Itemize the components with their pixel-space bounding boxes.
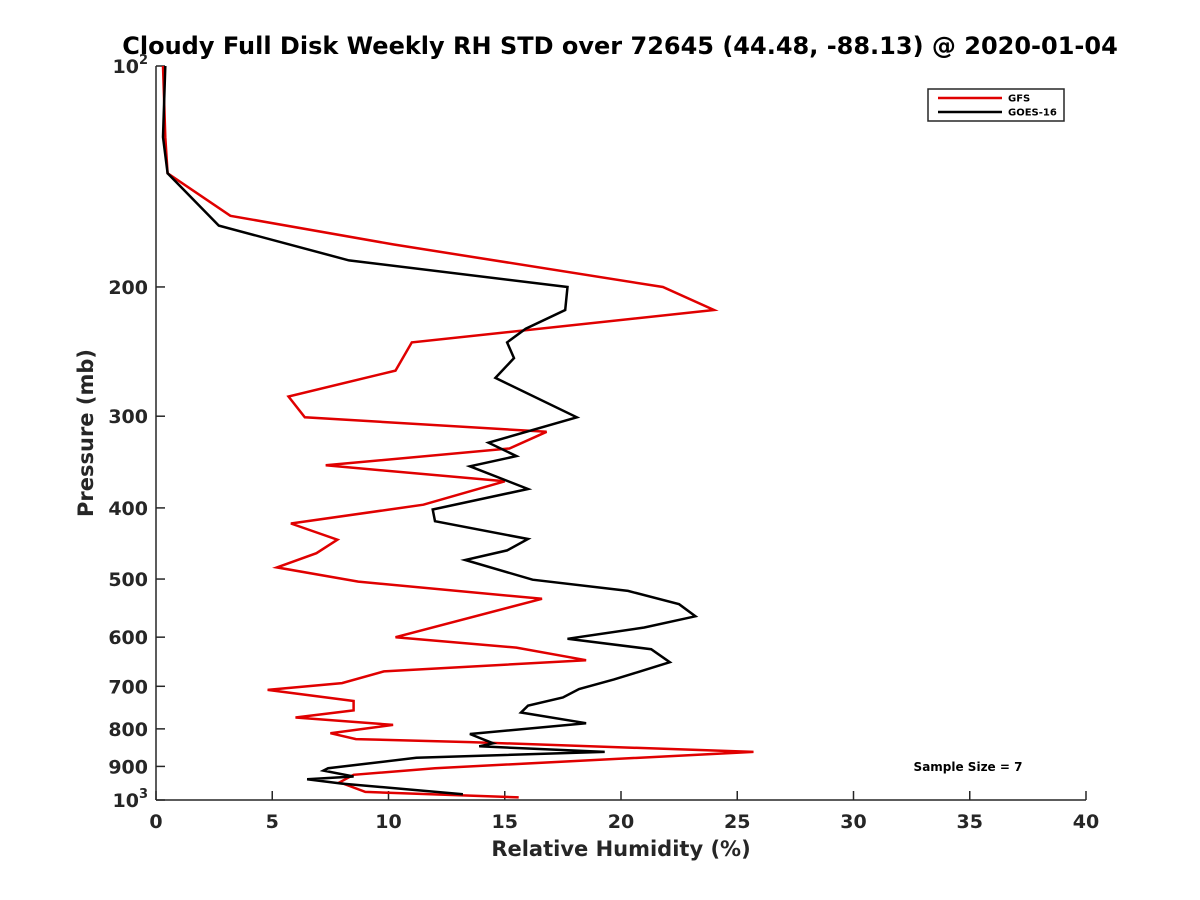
- series-line-gfs: [161, 65, 754, 799]
- y-tick-label: 600: [108, 627, 148, 649]
- x-tick-label: 15: [492, 811, 518, 833]
- y-tick-label: 800: [108, 719, 148, 741]
- axes: [155, 66, 1086, 801]
- x-tick-label: 35: [957, 811, 983, 833]
- x-tick-label: 10: [375, 811, 401, 833]
- chart-title: Cloudy Full Disk Weekly RH STD over 7264…: [122, 32, 1118, 60]
- y-tick-label: 102: [113, 53, 149, 78]
- x-tick-label: 20: [608, 811, 634, 833]
- y-tick-label: 900: [108, 756, 148, 778]
- legend: GFS GOES-16: [927, 88, 1065, 122]
- y-tick-label: 103: [113, 787, 149, 812]
- x-tick-label: 0: [149, 811, 162, 833]
- x-tick-label: 40: [1073, 811, 1099, 833]
- x-tick-label: 5: [266, 811, 279, 833]
- y-axis-label: Pressure (mb): [74, 349, 98, 517]
- y-tick-label: 200: [108, 277, 148, 299]
- y-tick-label: 400: [108, 498, 148, 520]
- legend-box: [927, 88, 1065, 122]
- series-line-goes16: [161, 65, 699, 796]
- x-axis-ticks: 0 5 10 15 20 25 30 35 40: [149, 791, 1099, 833]
- sample-size-annotation: Sample Size = 7: [914, 760, 1023, 774]
- y-axis-ticks: 102 200 300 400 500 600 700 800 900 103: [108, 53, 165, 812]
- x-axis-label: Relative Humidity (%): [491, 837, 750, 861]
- x-tick-label: 25: [724, 811, 750, 833]
- legend-label-gfs: GFS: [1008, 94, 1030, 105]
- series-layer: [161, 65, 754, 799]
- y-tick-label: 500: [108, 569, 148, 591]
- legend-label-goes16: GOES-16: [1008, 108, 1057, 119]
- y-tick-label: 700: [108, 676, 148, 698]
- x-tick-label: 30: [840, 811, 866, 833]
- y-tick-label: 300: [108, 406, 148, 428]
